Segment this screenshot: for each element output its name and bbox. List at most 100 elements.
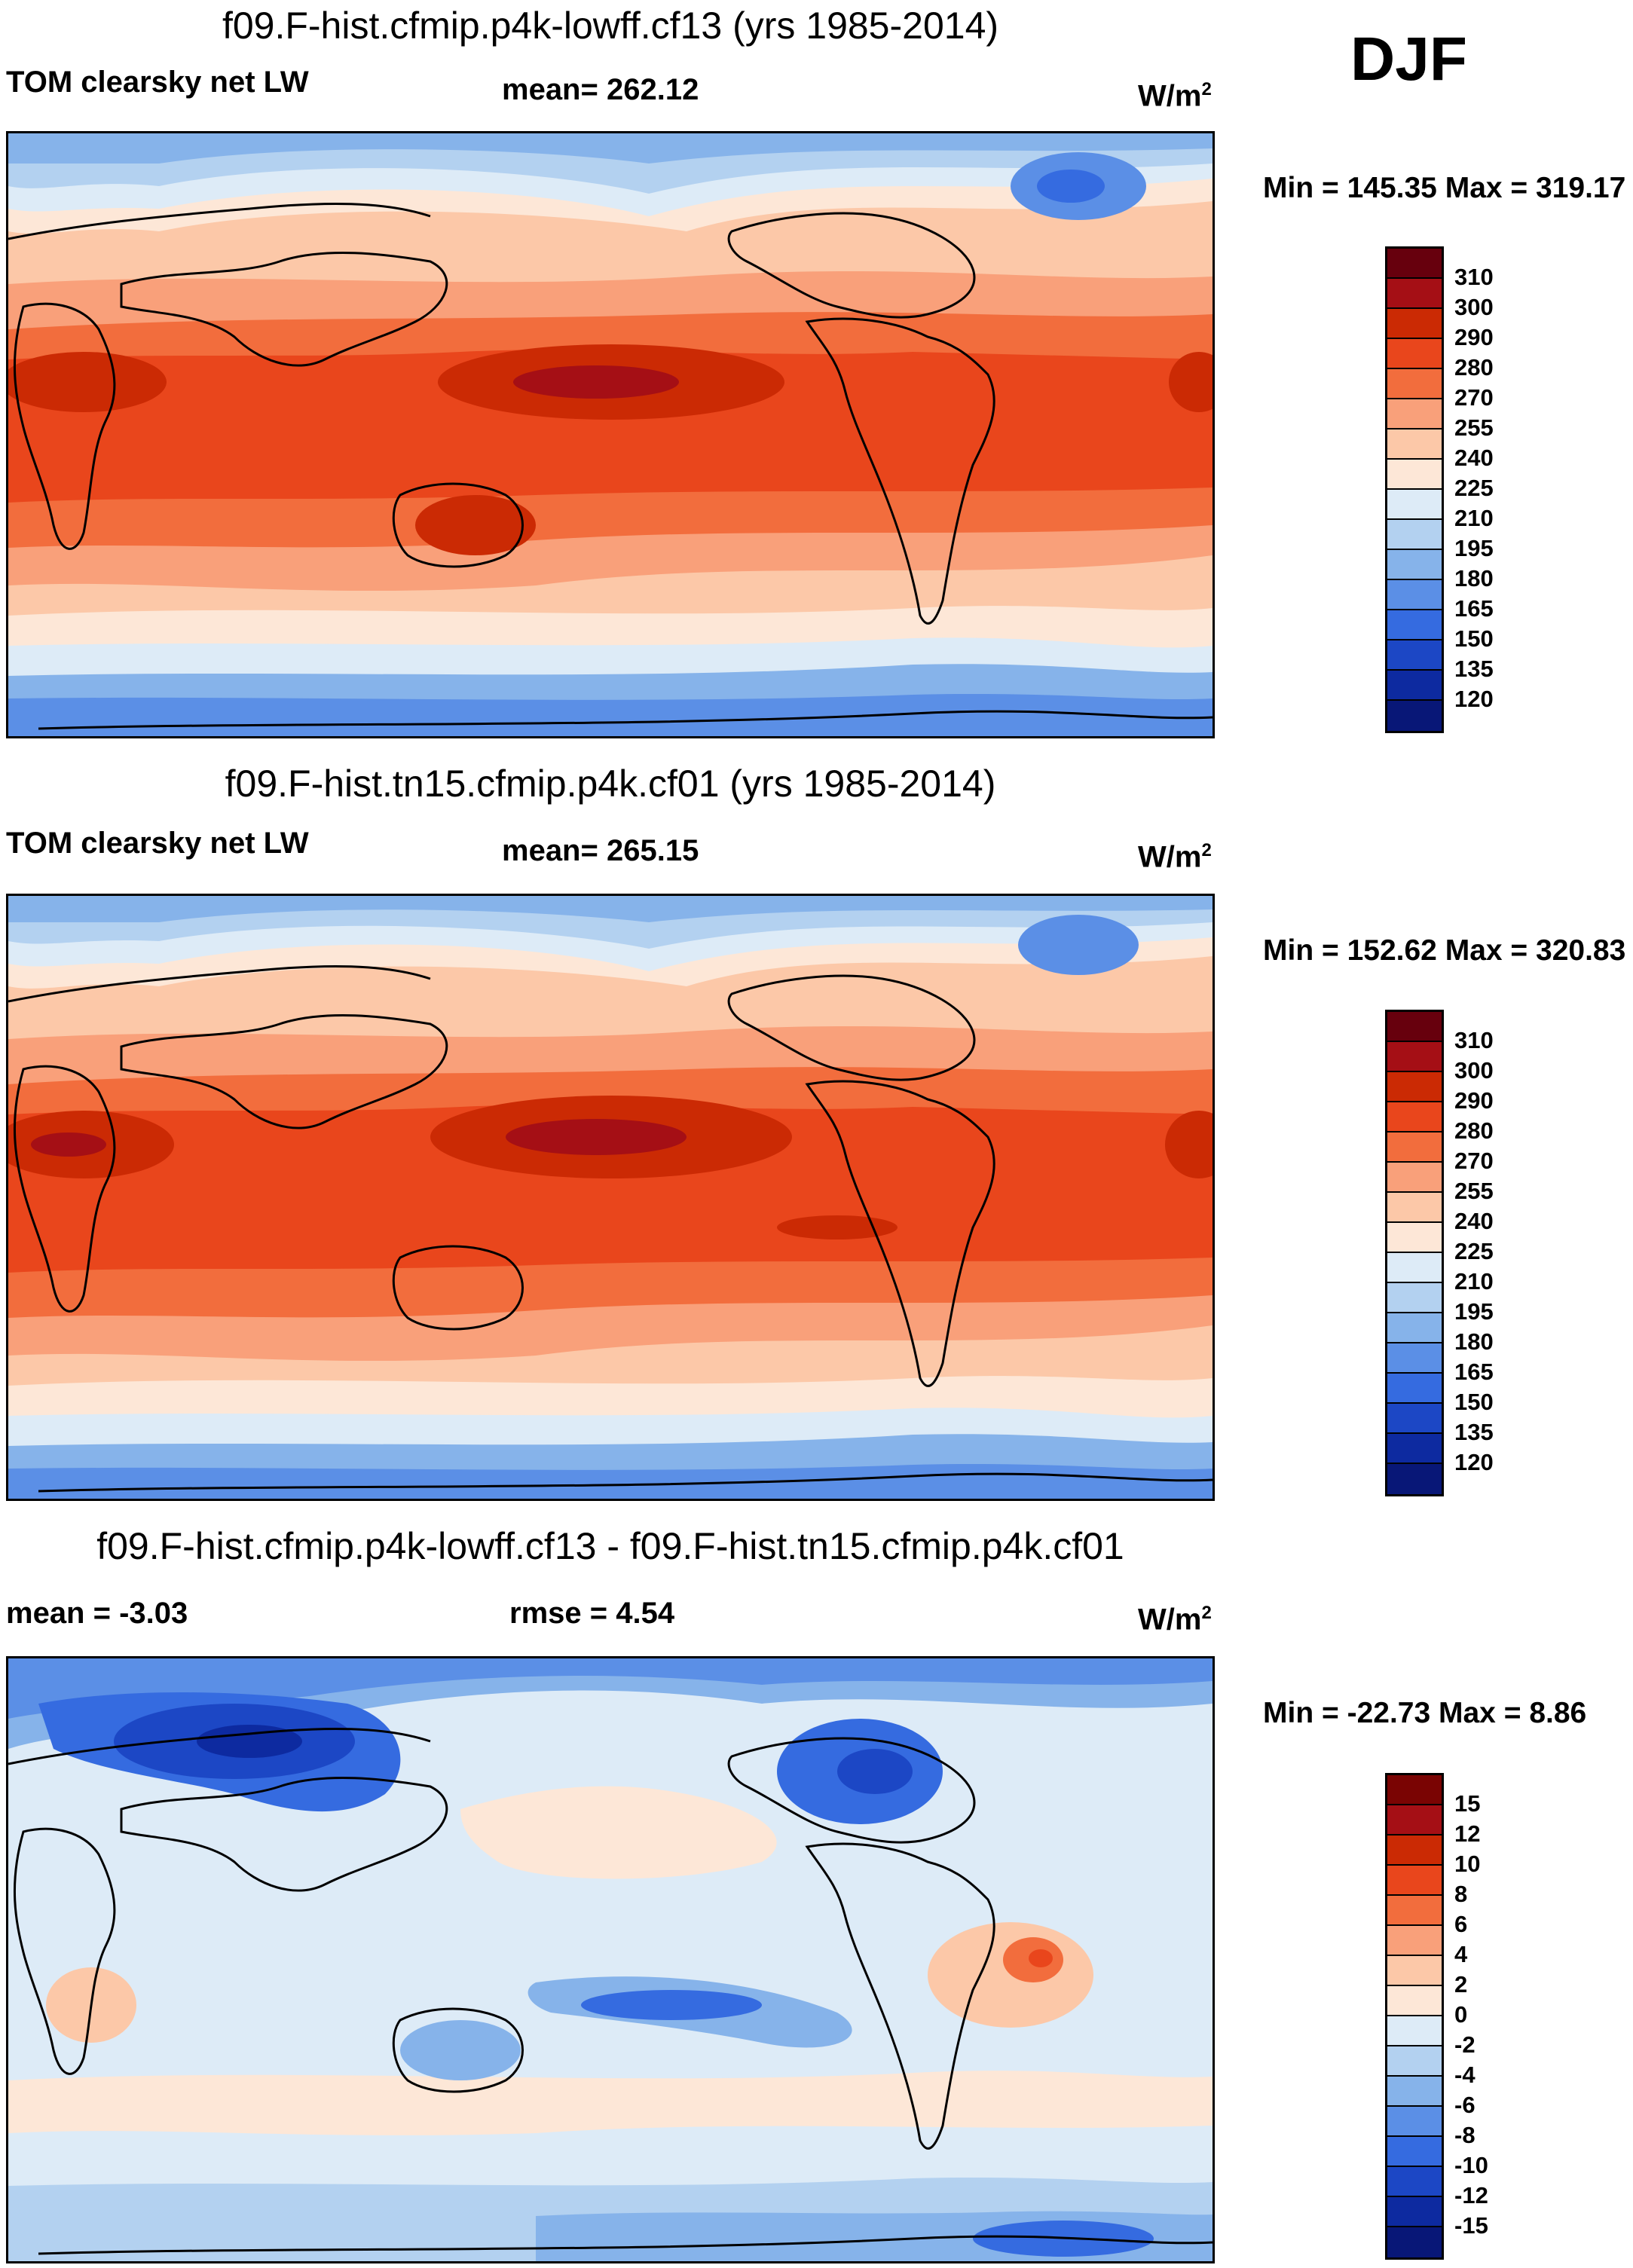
colorbar-label: 2 [1454, 1971, 1468, 1997]
colorbar-swatch [1387, 2046, 1442, 2077]
colorbar-swatch [1387, 1042, 1442, 1072]
colorbar-label: 255 [1454, 414, 1494, 441]
colorbar-swatch [1387, 460, 1442, 490]
colorbar-swatch [1387, 399, 1442, 429]
colorbar-label: 280 [1454, 354, 1494, 381]
colorbar-label: 310 [1454, 1027, 1494, 1053]
colorbar-label: 310 [1454, 264, 1494, 290]
colorbar-swatch [1387, 2197, 1442, 2227]
panel-3-title: f09.F-hist.cfmip.p4k-lowff.cf13 - f09.F-… [96, 1525, 1124, 1567]
colorbar-label: 240 [1454, 1208, 1494, 1234]
panel-1-variable-label: TOM clearsky net LW [6, 66, 309, 99]
colorbar-swatch [1387, 2137, 1442, 2167]
colorbar-label: 210 [1454, 1268, 1494, 1294]
colorbar-swatch [1387, 490, 1442, 520]
panel-2-colorbar [1385, 1010, 1444, 1496]
colorbar-label: 8 [1454, 1881, 1468, 1907]
colorbar-label: 270 [1454, 384, 1494, 411]
colorbar-label: -6 [1454, 2092, 1476, 2118]
panel-1-colorbar [1385, 246, 1444, 733]
colorbar-label: 195 [1454, 535, 1494, 561]
colorbar-swatch [1387, 249, 1442, 279]
colorbar-swatch [1387, 1956, 1442, 1986]
colorbar-label: 300 [1454, 294, 1494, 320]
colorbar-swatch [1387, 640, 1442, 671]
colorbar-label: 180 [1454, 565, 1494, 591]
colorbar-label: 240 [1454, 445, 1494, 471]
colorbar-label: -12 [1454, 2182, 1488, 2208]
colorbar-label: 225 [1454, 1238, 1494, 1264]
colorbar-swatch [1387, 309, 1442, 339]
colorbar-label: 255 [1454, 1178, 1494, 1204]
colorbar-swatch [1387, 701, 1442, 731]
colorbar-swatch [1387, 1986, 1442, 2016]
colorbar-label: 135 [1454, 1419, 1494, 1445]
colorbar-swatch [1387, 1283, 1442, 1313]
panel-1-map [6, 131, 1215, 738]
colorbar-label: 210 [1454, 505, 1494, 531]
colorbar-label: 6 [1454, 1911, 1468, 1937]
panel-2-contour-field [8, 896, 1213, 1499]
panel-3-units: W/m2 [1138, 1603, 1212, 1637]
panel-3-minmax: Min = -22.73 Max = 8.86 [1263, 1697, 1587, 1729]
colorbar-swatch [1387, 520, 1442, 550]
season-label: DJF [1350, 25, 1467, 93]
colorbar-swatch [1387, 610, 1442, 640]
colorbar-label: 290 [1454, 1087, 1494, 1114]
colorbar-swatch [1387, 1102, 1442, 1132]
colorbar-swatch [1387, 279, 1442, 309]
colorbar-swatch [1387, 1805, 1442, 1835]
colorbar-swatch [1387, 1012, 1442, 1042]
colorbar-swatch [1387, 2016, 1442, 2046]
panel-1-mean-label: mean= 262.12 [502, 73, 699, 106]
colorbar-swatch [1387, 1343, 1442, 1374]
colorbar-swatch [1387, 1775, 1442, 1805]
colorbar-swatch [1387, 2107, 1442, 2137]
colorbar-swatch [1387, 671, 1442, 701]
colorbar-swatch [1387, 1464, 1442, 1494]
colorbar-swatch [1387, 2167, 1442, 2197]
panel-3-map [6, 1656, 1215, 2263]
colorbar-label: -8 [1454, 2122, 1476, 2148]
colorbar-label: -15 [1454, 2212, 1488, 2239]
colorbar-label: 10 [1454, 1851, 1481, 1877]
colorbar-label: 180 [1454, 1328, 1494, 1355]
colorbar-label: -10 [1454, 2152, 1488, 2178]
colorbar-swatch [1387, 339, 1442, 369]
colorbar-swatch [1387, 550, 1442, 580]
panel-3-contour-field [8, 1658, 1213, 2261]
colorbar-label: 280 [1454, 1117, 1494, 1144]
colorbar-swatch [1387, 1896, 1442, 1926]
colorbar-swatch [1387, 369, 1442, 399]
panel-3-colorbar [1385, 1773, 1444, 2260]
colorbar-swatch [1387, 1434, 1442, 1464]
colorbar-label: 150 [1454, 625, 1494, 652]
colorbar-swatch [1387, 1132, 1442, 1163]
colorbar-label: 15 [1454, 1790, 1481, 1817]
colorbar-label: 12 [1454, 1820, 1481, 1847]
colorbar-swatch [1387, 1193, 1442, 1223]
colorbar-swatch [1387, 1253, 1442, 1283]
colorbar-label: 165 [1454, 1359, 1494, 1385]
panel-2-variable-label: TOM clearsky net LW [6, 827, 309, 860]
colorbar-swatch [1387, 1163, 1442, 1193]
colorbar-label: 120 [1454, 686, 1494, 712]
colorbar-swatch [1387, 1072, 1442, 1102]
colorbar-swatch [1387, 1926, 1442, 1956]
colorbar-label: 300 [1454, 1057, 1494, 1084]
colorbar-label: 165 [1454, 595, 1494, 622]
panel-3-mean-label: mean = -3.03 [6, 1597, 188, 1630]
colorbar-label: -4 [1454, 2062, 1476, 2088]
colorbar-swatch [1387, 1313, 1442, 1343]
colorbar-swatch [1387, 580, 1442, 610]
panel-1-title: f09.F-hist.cfmip.p4k-lowff.cf13 (yrs 198… [222, 5, 999, 47]
colorbar-label: 135 [1454, 656, 1494, 682]
colorbar-swatch [1387, 2077, 1442, 2107]
colorbar-swatch [1387, 1866, 1442, 1896]
panel-2-units: W/m2 [1138, 840, 1212, 874]
panel-2-mean-label: mean= 265.15 [502, 834, 699, 867]
colorbar-label: 4 [1454, 1941, 1468, 1967]
colorbar-label: 195 [1454, 1298, 1494, 1325]
panel-1-units: W/m2 [1138, 79, 1212, 113]
panel-3-rmse-label: rmse = 4.54 [509, 1597, 675, 1630]
